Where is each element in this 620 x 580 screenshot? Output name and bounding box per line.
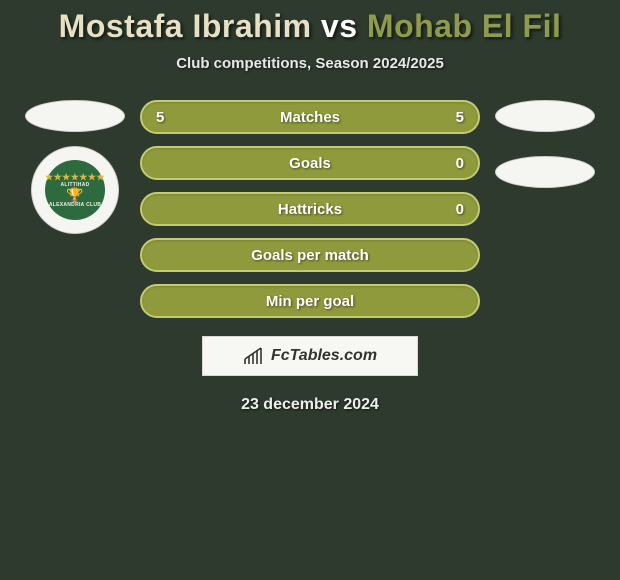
stat-right-value: 0 [456,201,464,218]
stat-label: Matches [280,109,340,126]
left-column: ★★★★★★★ ALITTIHAD 🏆 ALEXANDRIA CLUB [20,100,130,234]
club-badge-inner: ★★★★★★★ ALITTIHAD 🏆 ALEXANDRIA CLUB [45,160,105,220]
stat-row-goals: Goals 0 [140,146,480,180]
stat-right-value: 5 [456,109,464,126]
stat-row-hattricks: Hattricks 0 [140,192,480,226]
stat-row-min-per-goal: Min per goal [140,284,480,318]
stat-label: Hattricks [278,201,342,218]
player2-club-badge [495,156,595,188]
watermark[interactable]: FcTables.com [202,336,418,376]
bar-chart-icon [243,347,265,365]
main-grid: ★★★★★★★ ALITTIHAD 🏆 ALEXANDRIA CLUB 5 Ma… [0,100,620,318]
player1-club-badge: ★★★★★★★ ALITTIHAD 🏆 ALEXANDRIA CLUB [31,146,119,234]
badge-stars-icon: ★★★★★★★ [45,173,105,182]
title-vs: vs [321,8,358,44]
badge-club-sub: ALEXANDRIA CLUB [49,203,101,208]
stat-right-value: 0 [456,155,464,172]
watermark-text: FcTables.com [271,347,377,365]
badge-trophy-icon: 🏆 [66,188,83,202]
title-player1: Mostafa Ibrahim [59,8,312,44]
stat-rows: 5 Matches 5 Goals 0 Hattricks 0 Goals pe… [140,100,480,318]
stat-left-value: 5 [156,109,164,126]
stat-label: Goals per match [251,247,369,264]
comparison-card: Mostafa Ibrahim vs Mohab El Fil Club com… [0,0,620,414]
title-player2: Mohab El Fil [367,8,561,44]
stat-row-goals-per-match: Goals per match [140,238,480,272]
stat-label: Min per goal [266,293,354,310]
stat-label: Goals [289,155,331,172]
player1-avatar [25,100,125,132]
player2-avatar [495,100,595,132]
page-title: Mostafa Ibrahim vs Mohab El Fil [0,8,620,45]
subtitle: Club competitions, Season 2024/2025 [0,55,620,72]
stat-row-matches: 5 Matches 5 [140,100,480,134]
right-column [490,100,600,188]
date-label: 23 december 2024 [0,396,620,414]
